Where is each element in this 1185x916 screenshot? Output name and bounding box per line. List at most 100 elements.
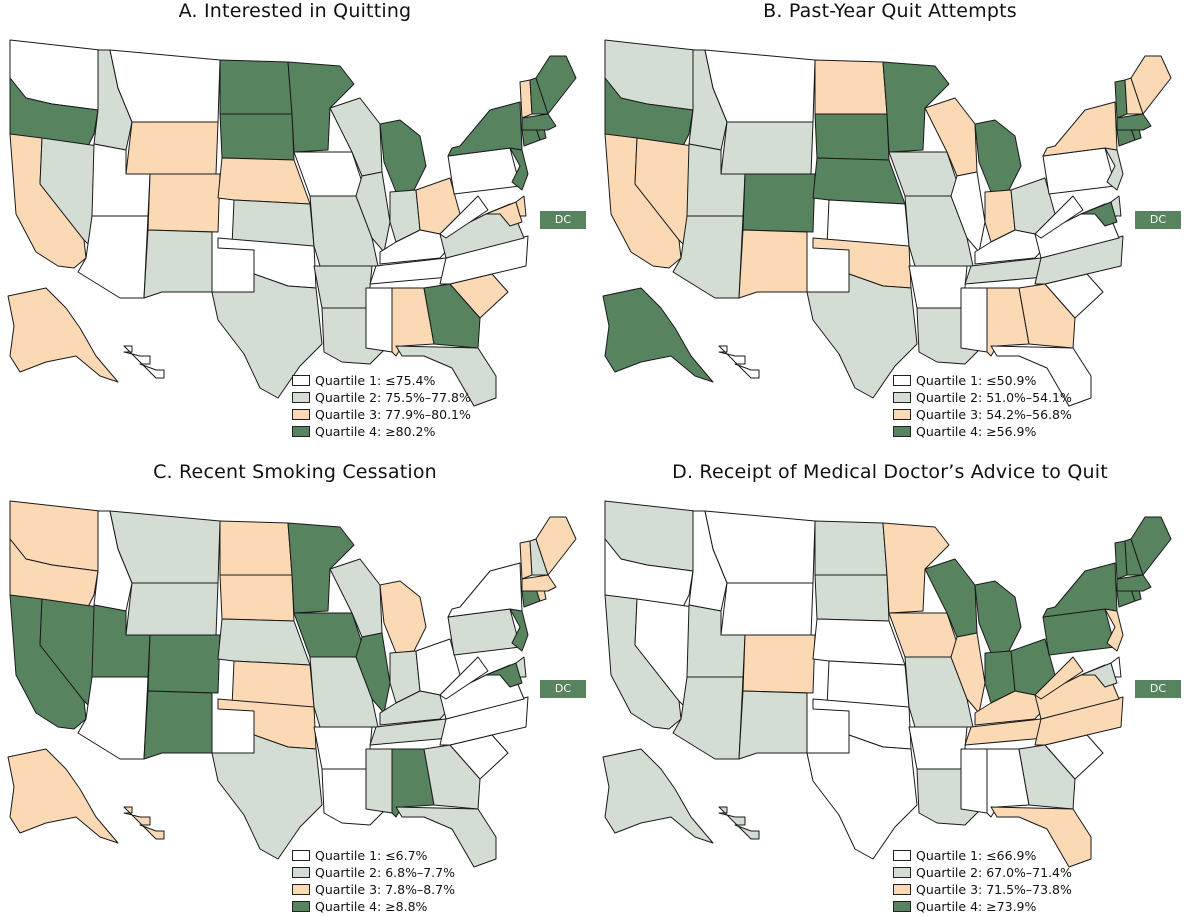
legend-label-q1: Quartile 1: ≤66.9% xyxy=(916,848,1037,863)
legend-label-q2: Quartile 2: 51.0%–54.1% xyxy=(916,390,1072,405)
state-nv xyxy=(634,598,694,708)
state-tx xyxy=(806,273,918,399)
legend-item-q1: Quartile 1: ≤6.7% xyxy=(292,847,455,864)
legend-label-q3: Quartile 3: 54.2%–56.8% xyxy=(916,407,1072,422)
state-ma xyxy=(521,113,557,131)
state-mi xyxy=(379,580,427,654)
state-ak xyxy=(7,748,119,844)
legend-item-q1: Quartile 1: ≤66.9% xyxy=(893,847,1072,864)
state-ny xyxy=(1042,101,1118,157)
state-hi xyxy=(718,806,760,840)
state-nv xyxy=(634,137,694,247)
state-fl xyxy=(395,806,497,868)
state-mi xyxy=(379,119,427,193)
state-ne xyxy=(217,157,311,205)
us-choropleth-map xyxy=(7,500,577,868)
legend-label-q2: Quartile 2: 75.5%–77.8% xyxy=(315,390,471,405)
state-ak xyxy=(7,287,119,383)
state-nm xyxy=(738,690,808,760)
state-ms xyxy=(365,748,393,814)
state-me xyxy=(1130,55,1172,115)
legend-label-q4: Quartile 4: ≥73.9% xyxy=(916,899,1037,914)
legend-label-q1: Quartile 1: ≤50.9% xyxy=(916,373,1037,388)
swatch-q1 xyxy=(893,375,911,386)
us-choropleth-map xyxy=(7,39,577,407)
legend-label-q3: Quartile 3: 77.9%–80.1% xyxy=(315,407,471,422)
legend-item-q2: Quartile 2: 67.0%–71.4% xyxy=(893,864,1072,881)
state-nd xyxy=(814,520,888,576)
legend-label-q1: Quartile 1: ≤6.7% xyxy=(315,848,428,863)
swatch-q4 xyxy=(893,426,911,437)
state-ga xyxy=(423,744,481,810)
panel-recent-smoking-cessation: C. Recent Smoking Cessation DC Quartile … xyxy=(0,461,590,916)
state-fl xyxy=(990,806,1092,868)
state-nv xyxy=(39,137,99,247)
legend-item-q3: Quartile 3: 71.5%–73.8% xyxy=(893,881,1072,898)
legend-label-q4: Quartile 4: ≥80.2% xyxy=(315,424,436,439)
panel-title: B. Past-Year Quit Attempts xyxy=(763,0,1017,22)
state-ga xyxy=(1018,283,1076,349)
legend-item-q4: Quartile 4: ≥80.2% xyxy=(292,423,471,440)
state-mi xyxy=(974,580,1022,654)
legend-label-q1: Quartile 1: ≤75.4% xyxy=(315,373,436,388)
state-ma xyxy=(1116,113,1152,131)
panel-title: D. Receipt of Medical Doctor’s Advice to… xyxy=(672,461,1108,483)
legend: Quartile 1: ≤75.4% Quartile 2: 75.5%–77.… xyxy=(292,372,471,440)
state-ar xyxy=(313,265,373,309)
legend: Quartile 1: ≤66.9% Quartile 2: 67.0%–71.… xyxy=(893,847,1072,915)
state-ga xyxy=(1018,744,1076,810)
state-wv xyxy=(439,656,489,700)
swatch-q2 xyxy=(893,867,911,878)
legend-item-q1: Quartile 1: ≤50.9% xyxy=(893,372,1072,389)
state-de xyxy=(515,195,527,217)
state-tx xyxy=(211,734,323,860)
state-tx xyxy=(211,273,323,399)
state-ma xyxy=(1116,574,1152,592)
state-wy xyxy=(720,121,814,175)
legend-item-q4: Quartile 4: ≥8.8% xyxy=(292,898,455,915)
us-choropleth-map xyxy=(602,500,1172,868)
state-mi xyxy=(974,119,1022,193)
state-de xyxy=(1110,195,1122,217)
state-sd xyxy=(219,574,295,622)
state-hi xyxy=(123,345,165,379)
swatch-q2 xyxy=(292,392,310,403)
state-fl xyxy=(395,345,497,407)
state-az xyxy=(77,215,149,299)
swatch-q4 xyxy=(292,426,310,437)
state-nm xyxy=(143,229,213,299)
state-ms xyxy=(365,287,393,353)
state-ar xyxy=(313,726,373,770)
state-wy xyxy=(720,582,814,636)
state-nc xyxy=(1034,235,1124,285)
swatch-q3 xyxy=(893,409,911,420)
state-md xyxy=(1080,662,1118,688)
legend: Quartile 1: ≤6.7% Quartile 2: 6.8%–7.7% … xyxy=(292,847,455,915)
state-ma xyxy=(521,574,557,592)
legend-label-q2: Quartile 2: 6.8%–7.7% xyxy=(315,865,455,880)
swatch-q1 xyxy=(292,850,310,861)
state-wv xyxy=(1034,656,1084,700)
state-me xyxy=(1130,516,1172,576)
state-ak xyxy=(602,287,714,383)
state-me xyxy=(535,516,577,576)
dc-label: DC xyxy=(540,680,586,698)
state-az xyxy=(672,215,744,299)
state-md xyxy=(485,201,523,227)
state-ne xyxy=(812,157,906,205)
legend-label-q3: Quartile 3: 7.8%–8.7% xyxy=(315,882,455,897)
dc-label: DC xyxy=(1135,211,1181,229)
state-wy xyxy=(125,121,219,175)
state-nc xyxy=(439,696,529,746)
state-co xyxy=(147,634,221,694)
state-ak xyxy=(602,748,714,844)
state-ar xyxy=(908,265,968,309)
state-co xyxy=(742,173,816,233)
swatch-q4 xyxy=(292,901,310,912)
state-wv xyxy=(1034,195,1084,239)
state-me xyxy=(535,55,577,115)
legend-label-q3: Quartile 3: 71.5%–73.8% xyxy=(916,882,1072,897)
state-nc xyxy=(1034,696,1124,746)
legend: Quartile 1: ≤50.9% Quartile 2: 51.0%–54.… xyxy=(893,372,1072,440)
state-ks xyxy=(231,199,315,247)
